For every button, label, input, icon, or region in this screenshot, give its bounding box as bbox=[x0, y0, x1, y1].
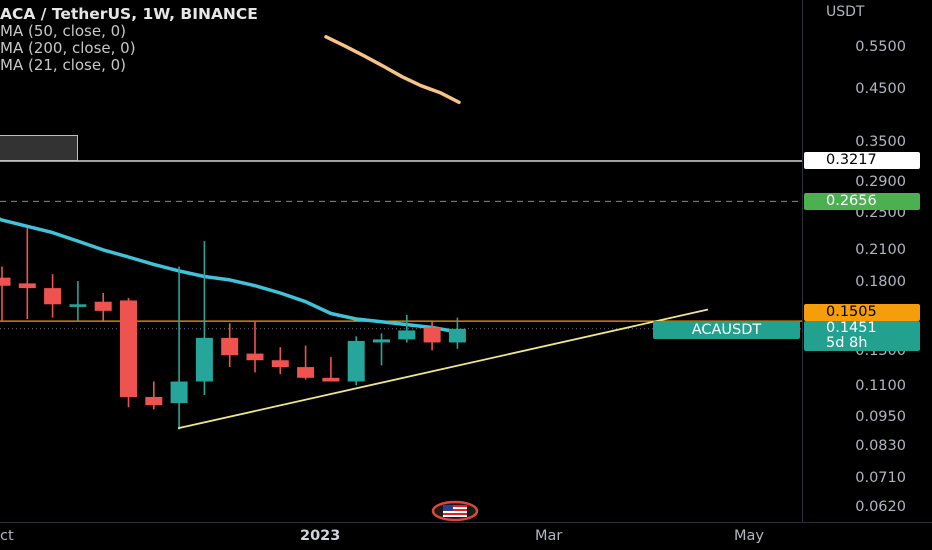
symbol-badge: ACAUSDT bbox=[653, 321, 800, 339]
candle-body bbox=[373, 339, 390, 343]
candle-body bbox=[120, 300, 137, 397]
currency-label: USDT bbox=[826, 4, 865, 20]
candle-body bbox=[94, 301, 112, 311]
ma21-legend[interactable]: MA (21, close, 0) bbox=[0, 56, 127, 74]
price-scale-divider bbox=[802, 0, 803, 522]
ma200-legend[interactable]: MA (200, close, 0) bbox=[0, 39, 136, 57]
candle bbox=[195, 241, 213, 395]
support-trendline bbox=[177, 308, 709, 430]
candle bbox=[120, 297, 137, 408]
price-badge-orange: 0.1505 bbox=[804, 304, 920, 321]
candle bbox=[221, 323, 239, 368]
price-tick: 0.1100 bbox=[855, 378, 906, 395]
candle-body bbox=[246, 353, 264, 361]
price-tick: 0.0830 bbox=[855, 437, 906, 454]
candle bbox=[44, 274, 62, 318]
candle bbox=[170, 266, 188, 430]
candle bbox=[18, 228, 36, 320]
price-tick: 0.5500 bbox=[855, 39, 906, 55]
candle-body bbox=[347, 340, 365, 382]
candle-body bbox=[0, 277, 11, 286]
candle bbox=[271, 347, 289, 375]
candle-body bbox=[195, 337, 213, 382]
candle-body bbox=[423, 327, 441, 343]
candle-body bbox=[44, 288, 62, 305]
candle bbox=[0, 266, 11, 322]
price-tick: 0.1800 bbox=[855, 274, 906, 291]
candle-body bbox=[448, 328, 466, 343]
candles bbox=[0, 228, 466, 430]
time-tick: 2023 bbox=[300, 528, 341, 544]
time-scale-divider bbox=[0, 522, 932, 523]
candle-body bbox=[271, 360, 289, 368]
trendline bbox=[177, 308, 709, 430]
time-tick: ct bbox=[0, 528, 14, 544]
price-tick: 0.0710 bbox=[855, 470, 906, 487]
ma21-path bbox=[0, 217, 458, 334]
price-badge-white: 0.3217 bbox=[804, 152, 920, 169]
drawing-object[interactable] bbox=[0, 135, 78, 161]
candle-body bbox=[398, 330, 416, 340]
last-price-badge: 0.1451 5d 8h bbox=[804, 321, 920, 351]
price-tick: 0.0620 bbox=[855, 499, 906, 515]
candle bbox=[145, 381, 163, 410]
candle-body bbox=[145, 396, 163, 406]
candle bbox=[297, 345, 315, 380]
candle-body bbox=[322, 377, 340, 382]
us-flag-icon[interactable] bbox=[431, 500, 479, 522]
ma200-path bbox=[324, 35, 461, 105]
candle bbox=[448, 317, 466, 349]
chart-title: ACA / TetherUS, 1W, BINANCE bbox=[0, 5, 258, 23]
price-tick: 0.0950 bbox=[855, 409, 906, 426]
price-tick: 0.3500 bbox=[855, 134, 906, 151]
ma200-line bbox=[324, 35, 461, 105]
time-tick: Mar bbox=[535, 528, 563, 544]
candle-body bbox=[69, 304, 87, 307]
candle bbox=[398, 314, 416, 343]
candle-body bbox=[170, 381, 188, 404]
candle bbox=[373, 333, 390, 366]
chart-legend: ACA / TetherUS, 1W, BINANCE MA (50, clos… bbox=[0, 6, 258, 74]
candle bbox=[347, 336, 365, 386]
candle-body bbox=[297, 367, 315, 378]
candle bbox=[322, 356, 340, 382]
price-badge-green: 0.2656 bbox=[804, 193, 920, 210]
bar-countdown: 5d 8h bbox=[826, 335, 868, 351]
last-price-value: 0.1451 bbox=[826, 320, 877, 336]
candle bbox=[94, 292, 112, 321]
candle-body bbox=[18, 283, 36, 289]
candle bbox=[69, 281, 87, 322]
candle bbox=[423, 321, 441, 351]
ma50-legend[interactable]: MA (50, close, 0) bbox=[0, 22, 127, 40]
time-tick: May bbox=[734, 528, 764, 544]
candle-body bbox=[221, 337, 239, 356]
candle bbox=[246, 321, 264, 373]
ma21-line bbox=[0, 217, 458, 334]
price-tick: 0.2900 bbox=[855, 173, 906, 190]
price-tick: 0.4500 bbox=[855, 81, 906, 98]
price-tick: 0.2100 bbox=[855, 241, 906, 258]
